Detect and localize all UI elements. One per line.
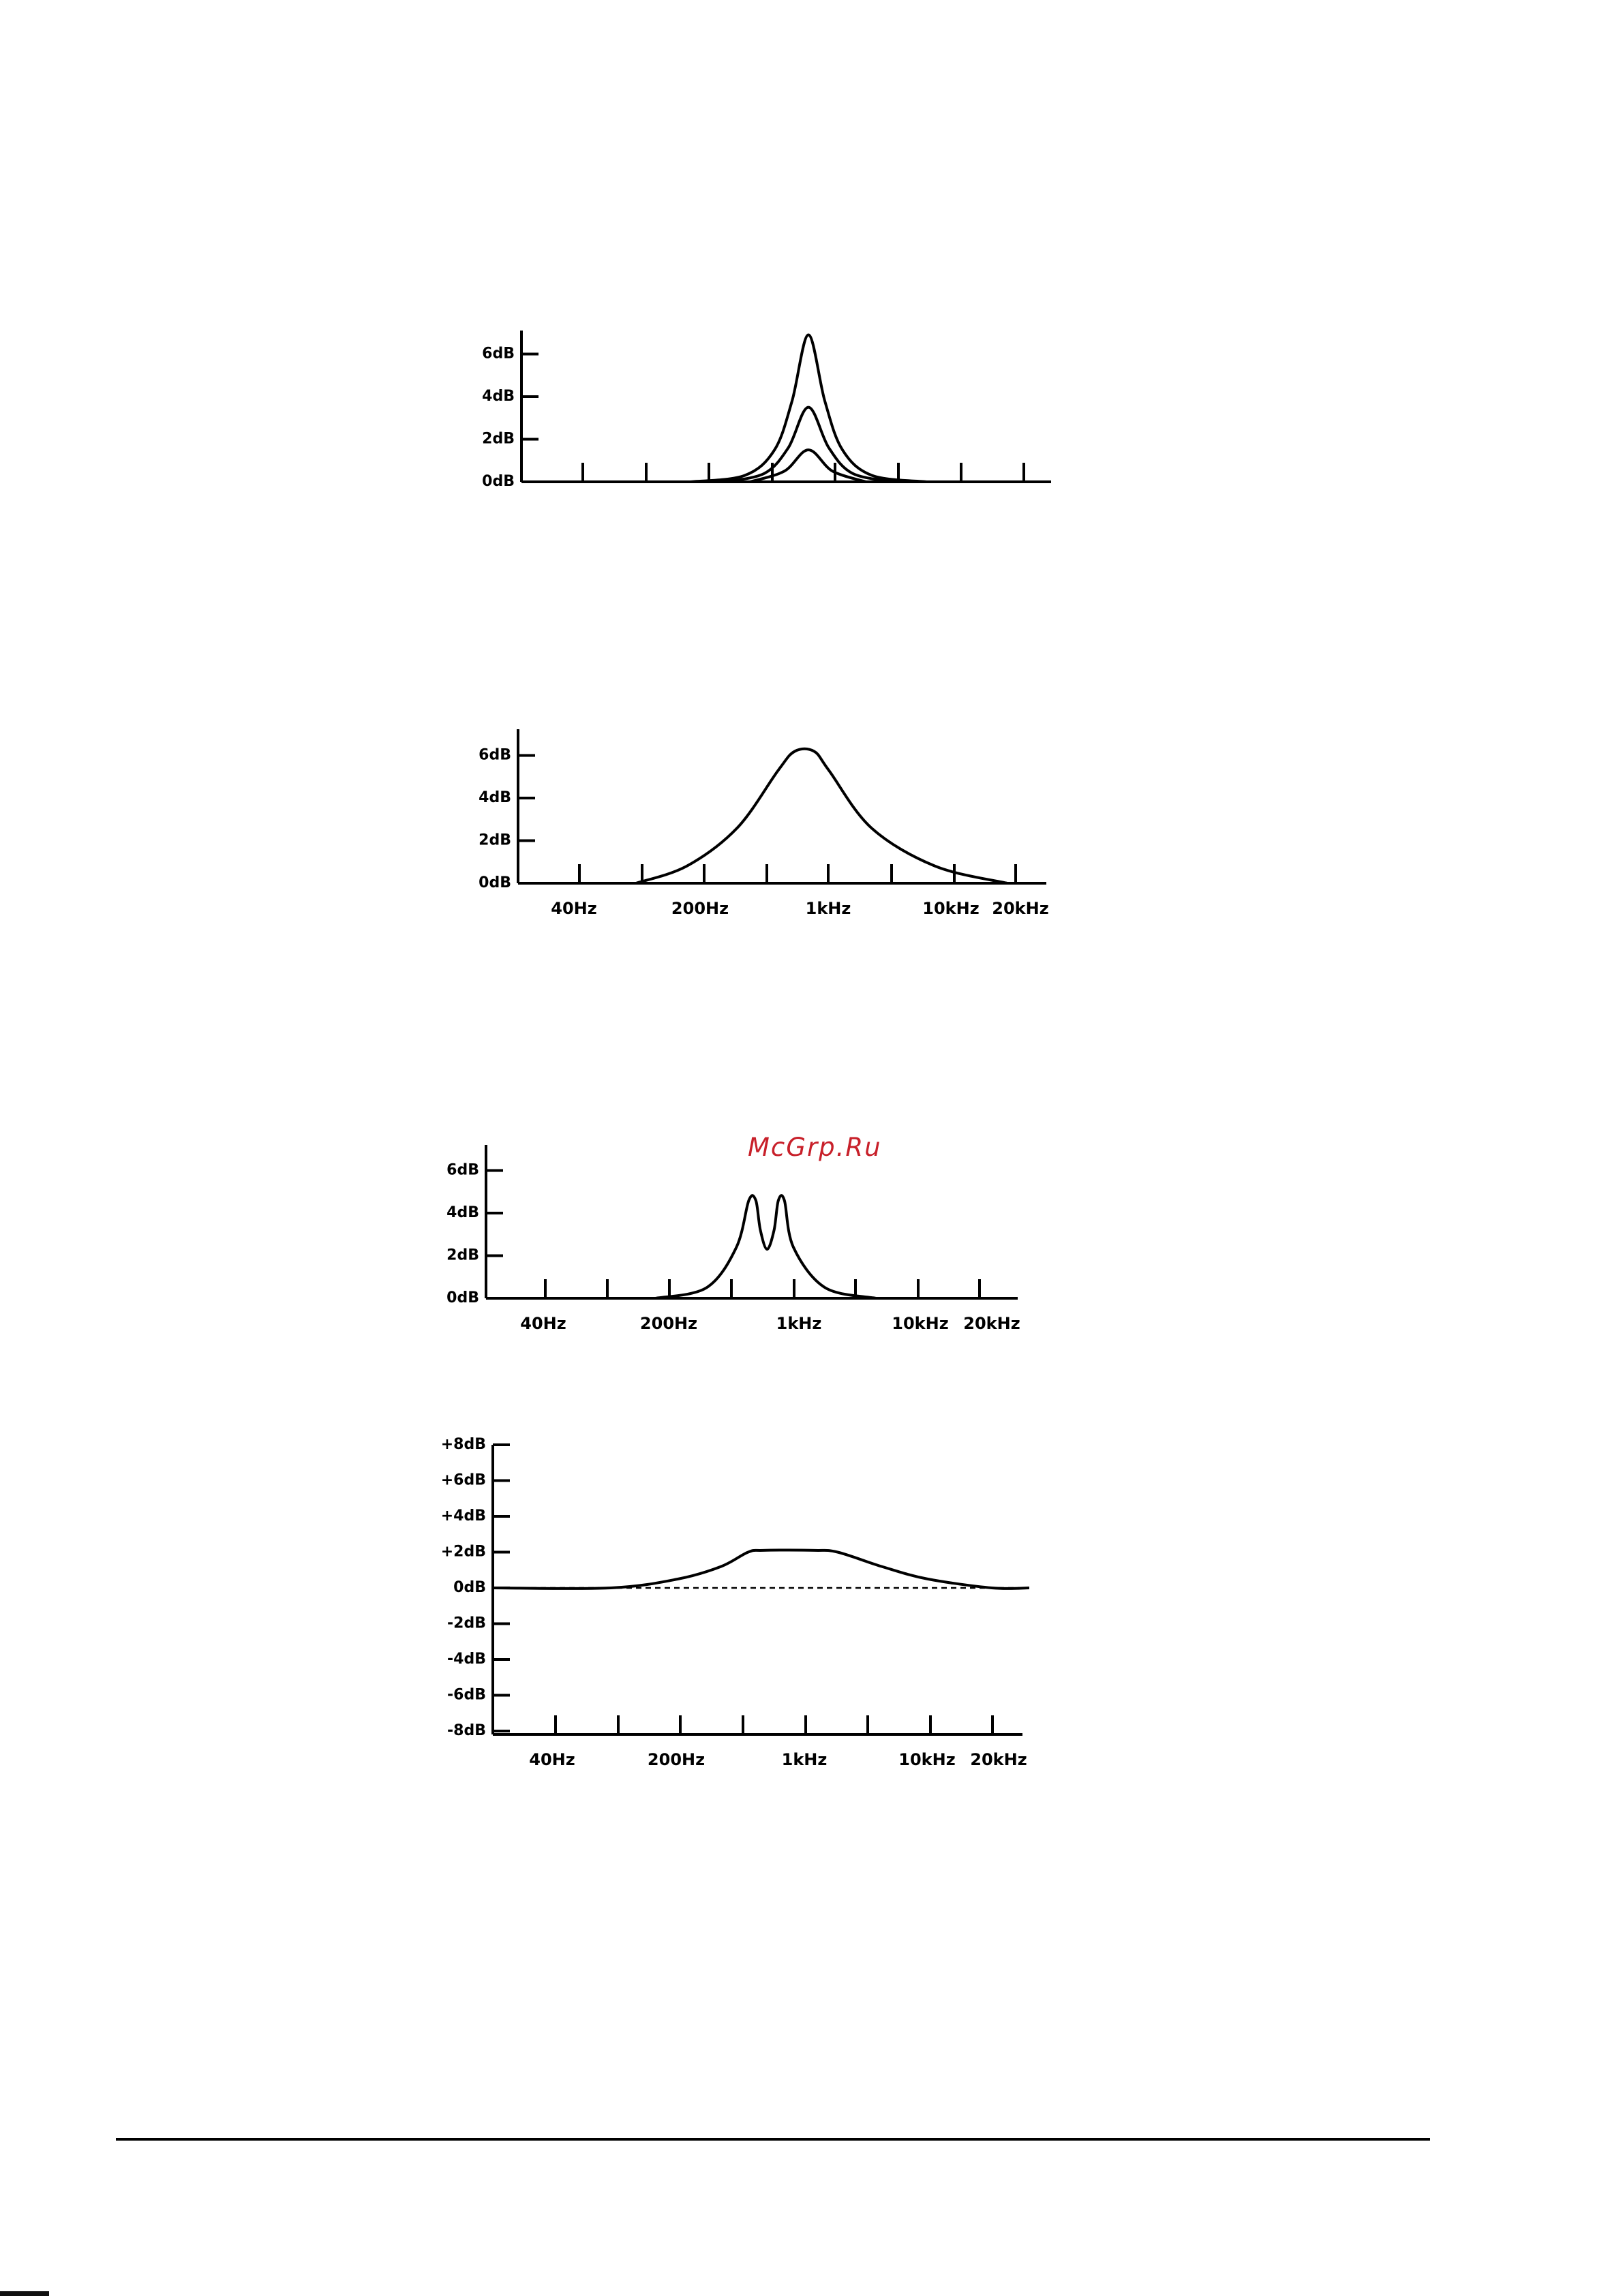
y-tick-label: 2dB (482, 431, 515, 448)
response-curve-1 (492, 1548, 1030, 1590)
y-tick-label: 6dB (446, 1162, 479, 1179)
x-tick-label: 40Hz (551, 899, 596, 918)
x-tick-label: 10kHz (892, 1314, 948, 1333)
response-curve-1 (635, 747, 1007, 885)
x-tick-label: 40Hz (529, 1750, 575, 1769)
eq-chart-double-peak: 6dB 4dB 2dB 0dB 40Hz 200Hz 1kHz 10kHz 20kHz (446, 1145, 1020, 1333)
x-tick-label: 10kHz (922, 899, 979, 918)
watermark-text: McGrp.Ru (748, 1133, 882, 1162)
x-tick-label: 20kHz (992, 899, 1048, 918)
x-tick-label: 20kHz (970, 1750, 1027, 1769)
x-tick-label: 1kHz (806, 899, 851, 918)
corner-mark (0, 2291, 49, 2296)
x-tick-label: 1kHz (782, 1750, 828, 1769)
eq-chart-peak-variants: 6dB 4dB 2dB 0dB (482, 331, 1051, 490)
x-tick-label: 10kHz (898, 1750, 955, 1769)
y-tick-label: 6dB (482, 346, 515, 363)
response-curve-1 (690, 333, 927, 483)
y-tick-label: 4dB (446, 1204, 479, 1221)
y-tick-label: 4dB (479, 789, 511, 806)
y-tick-label: +8dB (441, 1436, 486, 1453)
x-tick-label: 40Hz (520, 1314, 566, 1333)
footer-divider (116, 2138, 1430, 2141)
y-tick-label: -6dB (447, 1687, 486, 1704)
response-curve-2 (724, 405, 894, 483)
x-tick-label: 200Hz (671, 899, 729, 918)
x-tick-label: 1kHz (776, 1314, 822, 1333)
y-tick-label: 4dB (482, 388, 515, 405)
response-curve-3 (749, 448, 867, 483)
eq-chart-wide-band: 6dB 4dB 2dB 0dB 40Hz 200Hz 1kHz 10kHz 20kHz (479, 729, 1049, 918)
y-tick-label: +2dB (441, 1544, 486, 1561)
y-tick-label: -2dB (447, 1615, 486, 1632)
y-tick-label: +4dB (441, 1507, 486, 1525)
y-tick-label: 2dB (479, 832, 511, 849)
y-tick-label: -8dB (447, 1722, 486, 1739)
eq-chart-boost-cut: +8dB +6dB +4dB +2dB 0dB -2dB -4dB -6dB -8dB 40Hz 2… (441, 1436, 1030, 1769)
y-tick-label: +6dB (441, 1472, 486, 1489)
response-curve-1 (655, 1194, 877, 1300)
y-tick-label: 0dB (446, 1289, 479, 1306)
y-tick-label: 0dB (453, 1579, 486, 1596)
y-tick-label: 0dB (482, 473, 515, 490)
x-tick-label: 20kHz (963, 1314, 1020, 1333)
y-tick-label: -4dB (447, 1651, 486, 1668)
y-tick-label: 0dB (479, 874, 511, 891)
x-tick-label: 200Hz (640, 1314, 697, 1333)
x-tick-label: 200Hz (648, 1750, 705, 1769)
y-tick-label: 2dB (446, 1247, 479, 1264)
y-tick-label: 6dB (479, 747, 511, 764)
